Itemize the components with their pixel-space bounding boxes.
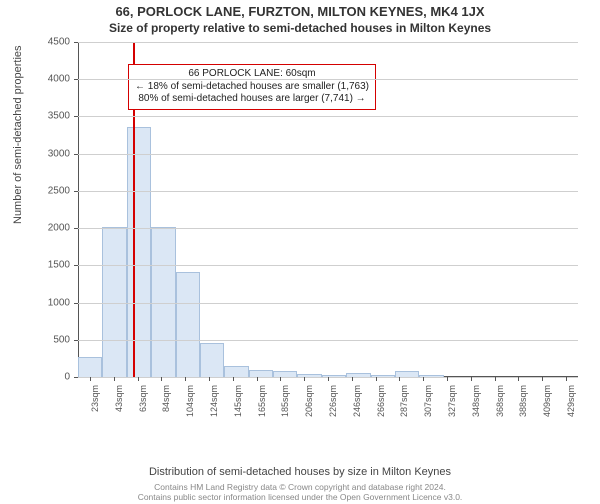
xtick-label: 388sqm <box>518 385 528 429</box>
xtick-mark <box>90 377 91 381</box>
histogram-bar <box>249 370 273 377</box>
ytick-label: 2500 <box>30 185 70 196</box>
xtick-label: 368sqm <box>495 385 505 429</box>
xtick-mark <box>518 377 519 381</box>
ytick-label: 4500 <box>30 37 70 48</box>
xtick-mark <box>185 377 186 381</box>
ytick-mark <box>74 377 78 378</box>
xtick-mark <box>233 377 234 381</box>
xtick-label: 429sqm <box>566 385 576 429</box>
gridline <box>78 42 578 43</box>
xtick-mark <box>328 377 329 381</box>
ytick-mark <box>74 265 78 266</box>
ytick-mark <box>74 154 78 155</box>
xtick-mark <box>542 377 543 381</box>
xtick-label: 23sqm <box>90 385 100 429</box>
ytick-mark <box>74 303 78 304</box>
annotation-box: 66 PORLOCK LANE: 60sqm ← 18% of semi-det… <box>128 64 376 110</box>
xtick-label: 348sqm <box>471 385 481 429</box>
ytick-label: 2000 <box>30 223 70 234</box>
ytick-mark <box>74 42 78 43</box>
chart-area: 66 PORLOCK LANE: 60sqm ← 18% of semi-det… <box>78 41 578 421</box>
histogram-bar <box>78 357 102 377</box>
x-axis-label: Distribution of semi-detached houses by … <box>0 466 600 478</box>
page-title-line2: Size of property relative to semi-detach… <box>0 21 600 35</box>
ytick-label: 3500 <box>30 111 70 122</box>
gridline <box>78 116 578 117</box>
xtick-label: 43sqm <box>114 385 124 429</box>
histogram-bar <box>224 366 248 377</box>
xtick-label: 63sqm <box>138 385 148 429</box>
plot-region: 66 PORLOCK LANE: 60sqm ← 18% of semi-det… <box>78 41 578 377</box>
xtick-mark <box>399 377 400 381</box>
xtick-mark <box>495 377 496 381</box>
xtick-label: 409sqm <box>542 385 552 429</box>
xtick-label: 104sqm <box>185 385 195 429</box>
xtick-label: 307sqm <box>423 385 433 429</box>
gridline <box>78 340 578 341</box>
ytick-mark <box>74 340 78 341</box>
xtick-mark <box>161 377 162 381</box>
ytick-label: 4000 <box>30 74 70 85</box>
xtick-mark <box>304 377 305 381</box>
xtick-mark <box>423 377 424 381</box>
xtick-mark <box>138 377 139 381</box>
ytick-label: 1000 <box>30 297 70 308</box>
xtick-mark <box>352 377 353 381</box>
gridline <box>78 228 578 229</box>
xtick-mark <box>280 377 281 381</box>
gridline <box>78 265 578 266</box>
xtick-label: 185sqm <box>280 385 290 429</box>
page-title-line1: 66, PORLOCK LANE, FURZTON, MILTON KEYNES… <box>0 4 600 19</box>
xtick-label: 327sqm <box>447 385 457 429</box>
xtick-label: 145sqm <box>233 385 243 429</box>
xtick-label: 165sqm <box>257 385 267 429</box>
histogram-bar <box>176 272 200 377</box>
footer-line2: Contains public sector information licen… <box>0 492 600 502</box>
xtick-label: 287sqm <box>399 385 409 429</box>
xtick-label: 226sqm <box>328 385 338 429</box>
gridline <box>78 191 578 192</box>
ytick-label: 3000 <box>30 148 70 159</box>
annotation-line3: 80% of semi-detached houses are larger (… <box>135 93 369 106</box>
gridline <box>78 79 578 80</box>
xtick-label: 84sqm <box>161 385 171 429</box>
xtick-label: 124sqm <box>209 385 219 429</box>
xtick-mark <box>447 377 448 381</box>
gridline <box>78 154 578 155</box>
xtick-mark <box>209 377 210 381</box>
xtick-mark <box>471 377 472 381</box>
xtick-mark <box>114 377 115 381</box>
ytick-label: 500 <box>30 334 70 345</box>
footer-attribution: Contains HM Land Registry data © Crown c… <box>0 482 600 502</box>
xtick-label: 266sqm <box>376 385 386 429</box>
ytick-mark <box>74 191 78 192</box>
annotation-line2: ← 18% of semi-detached houses are smalle… <box>135 81 369 94</box>
y-axis-label: Number of semi-detached properties <box>12 45 24 224</box>
gridline <box>78 303 578 304</box>
xtick-label: 206sqm <box>304 385 314 429</box>
ytick-label: 1500 <box>30 260 70 271</box>
ytick-mark <box>74 116 78 117</box>
ytick-mark <box>74 79 78 80</box>
ytick-mark <box>74 228 78 229</box>
xtick-mark <box>566 377 567 381</box>
xtick-mark <box>376 377 377 381</box>
ytick-label: 0 <box>30 372 70 383</box>
xtick-label: 246sqm <box>352 385 362 429</box>
histogram-bar <box>200 343 224 378</box>
footer-line1: Contains HM Land Registry data © Crown c… <box>0 482 600 492</box>
xtick-mark <box>257 377 258 381</box>
